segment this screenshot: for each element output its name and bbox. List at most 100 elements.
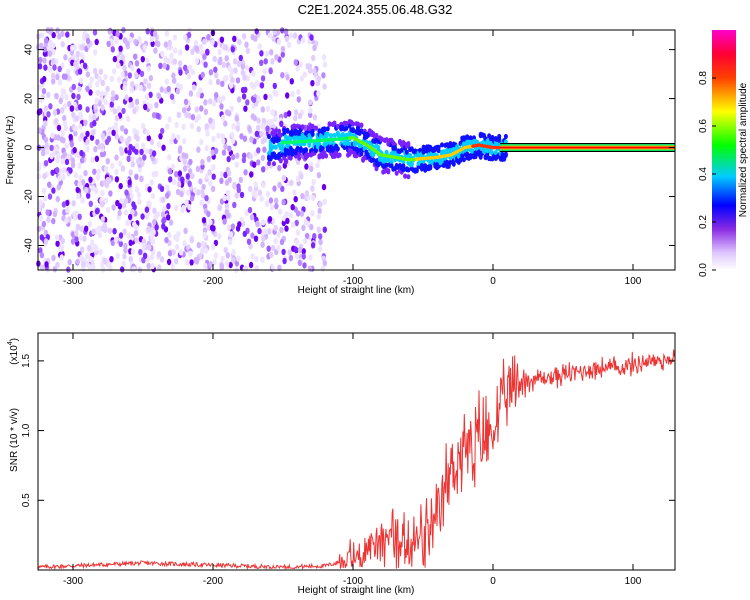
heatmap-cell xyxy=(87,264,93,271)
heatmap-cell xyxy=(203,262,208,270)
heatmap-cell xyxy=(61,201,67,208)
heatmap-cell xyxy=(321,72,326,79)
heatmap-cell xyxy=(223,246,228,254)
heatmap-cell xyxy=(199,92,204,99)
heatmap-cell xyxy=(88,176,93,183)
heatmap-cell xyxy=(283,28,289,35)
heatmap-cell xyxy=(300,193,305,200)
heatmap-cell xyxy=(223,143,228,150)
heatmap-cell xyxy=(302,135,307,141)
heatmap-cell xyxy=(249,136,254,143)
heatmap-cell xyxy=(188,250,193,257)
heatmap-cell xyxy=(245,47,250,54)
heatmap-cell xyxy=(265,125,270,132)
heatmap-cell xyxy=(240,63,245,70)
heatmap-cell xyxy=(235,77,241,84)
heatmap-cell xyxy=(290,204,295,211)
heatmap-cell xyxy=(114,176,120,183)
heatmap-cell xyxy=(102,179,107,187)
heatmap-cell xyxy=(36,109,42,116)
heatmap-cell xyxy=(115,252,120,260)
heatmap-cell xyxy=(159,185,165,192)
heatmap-cell xyxy=(226,155,231,163)
heatmap-cell xyxy=(270,109,275,116)
heatmap-cell xyxy=(288,32,294,39)
heatmap-cell xyxy=(261,235,266,242)
heatmap-cell xyxy=(43,238,49,245)
y-tick-label: 0.5 xyxy=(21,493,32,507)
heatmap-cell xyxy=(138,248,143,256)
heatmap-cell xyxy=(243,86,248,94)
heatmap-cell xyxy=(304,232,310,240)
heatmap-cell xyxy=(187,203,192,211)
y-tick-label: 1.0 xyxy=(21,423,32,437)
heatmap-cell xyxy=(92,168,97,175)
heatmap-cell xyxy=(292,123,297,129)
heatmap-cell xyxy=(177,147,183,154)
heatmap-cell xyxy=(80,197,85,204)
heatmap-cell xyxy=(221,149,227,156)
heatmap-cell xyxy=(73,214,78,221)
heatmap-cell xyxy=(461,157,466,163)
colorbar-tick-label: 0.2 xyxy=(698,215,709,229)
heatmap-cell xyxy=(118,146,124,153)
heatmap-cell xyxy=(244,209,249,216)
heatmap-cell xyxy=(103,197,109,204)
heatmap-cell xyxy=(285,74,290,81)
heatmap-cell xyxy=(156,141,162,148)
heatmap-cell xyxy=(217,204,223,211)
heatmap-cell xyxy=(92,67,98,75)
heatmap-cell xyxy=(309,34,314,41)
heatmap-cell xyxy=(251,70,256,77)
heatmap-cell xyxy=(318,238,323,246)
heatmap-cell xyxy=(213,239,219,247)
heatmap-cell xyxy=(229,105,234,113)
heatmap-cell xyxy=(88,113,94,120)
heatmap-cell xyxy=(468,135,473,141)
heatmap-cell xyxy=(362,145,367,151)
heatmap-cell xyxy=(285,92,290,99)
heatmap-cell xyxy=(116,105,121,113)
heatmap-cell xyxy=(242,74,247,81)
heatmap-cell xyxy=(73,60,78,68)
heatmap-cell xyxy=(193,40,199,47)
heatmap-cell xyxy=(42,75,47,83)
heatmap-cell xyxy=(493,150,498,156)
heatmap-cell xyxy=(242,135,248,142)
heatmap-cell xyxy=(119,198,124,205)
heatmap-cell xyxy=(228,231,234,238)
heatmap-cell xyxy=(259,50,264,57)
heatmap-cell xyxy=(280,51,285,58)
heatmap-cell xyxy=(204,172,210,180)
heatmap-cell xyxy=(223,120,228,127)
heatmap-cell xyxy=(344,125,349,131)
heatmap-cell xyxy=(139,175,144,183)
heatmap-cell xyxy=(55,73,60,81)
heatmap-cell xyxy=(76,93,81,101)
heatmap-cell xyxy=(219,103,224,110)
heatmap-cell xyxy=(134,142,140,150)
heatmap-cell xyxy=(68,133,73,141)
heatmap-cell xyxy=(147,244,152,251)
heatmap-cell xyxy=(286,110,292,117)
heatmap-cell xyxy=(263,93,268,101)
heatmap-cell xyxy=(103,73,108,81)
heatmap-cell xyxy=(105,85,110,93)
heatmap-cell xyxy=(312,114,318,121)
heatmap-cell xyxy=(142,44,147,51)
heatmap-cell xyxy=(161,223,166,230)
heatmap-cell xyxy=(293,246,298,253)
heatmap-cell xyxy=(61,173,66,181)
heatmap-cell xyxy=(210,149,215,156)
heatmap-cell xyxy=(77,104,83,111)
heatmap-cell xyxy=(182,240,187,247)
heatmap-cell xyxy=(60,41,65,48)
heatmap-cell xyxy=(47,193,53,200)
heatmap-cell xyxy=(61,167,67,174)
heatmap-cell xyxy=(141,142,146,150)
colorbar: 0.0 0.2 0.4 0.6 0.8 Normalized spectral ampl… xyxy=(698,30,749,277)
heatmap-cell xyxy=(51,254,56,262)
heatmap-cell xyxy=(322,198,327,206)
heatmap-cell xyxy=(310,131,315,137)
heatmap-cell xyxy=(140,122,146,130)
